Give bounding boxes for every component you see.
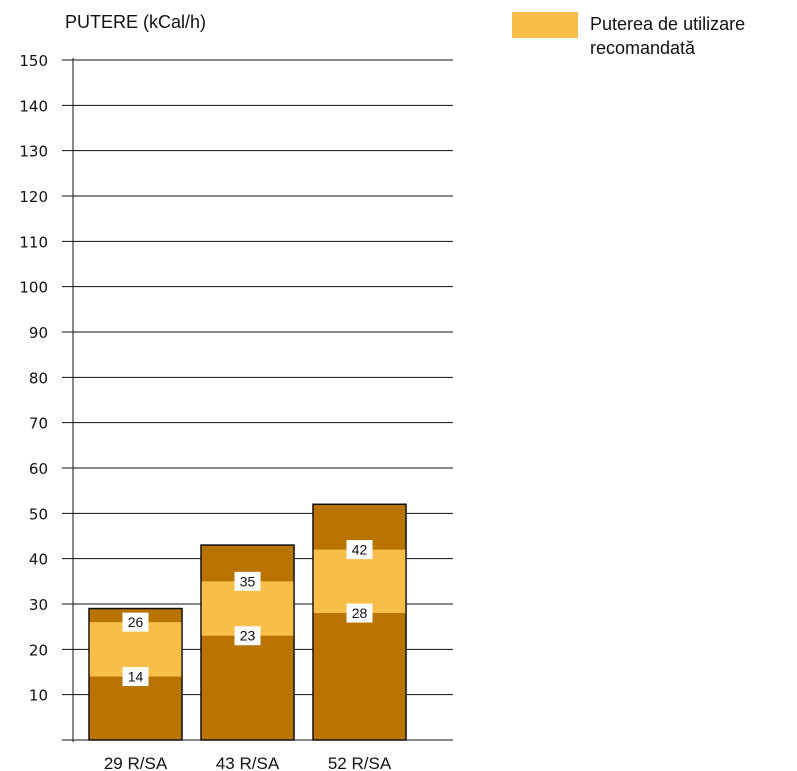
y-tick-label-70: 70 [29,415,48,433]
data-label-box-high-0 [122,612,149,632]
y-tick-label-110: 110 [19,233,48,251]
data-label-low-0: 14 [128,669,144,685]
data-label-box-low-2 [346,603,373,623]
y-tick-label-140: 140 [19,97,48,115]
y-axis-title: PUTERE (kCal/h) [65,12,207,32]
data-label-low-2: 28 [352,605,368,621]
y-tick-label-120: 120 [19,188,48,206]
data-label-box-high-2 [346,540,373,560]
y-tick-label-10: 10 [29,687,48,705]
data-label-high-2: 42 [352,542,368,558]
y-tick-label-130: 130 [19,143,48,161]
x-tick-label-0: 29 R/SA [104,754,168,771]
y-tick-label-40: 40 [29,551,48,569]
x-tick-label-2: 52 R/SA [328,754,392,771]
data-label-box-high-1 [234,571,261,591]
y-tick-label-20: 20 [29,641,48,659]
legend-swatch-recommended [512,12,578,38]
bar-recommended-range-2 [313,549,406,614]
x-tick-label-1: 43 R/SA [216,754,280,771]
y-tick-label-60: 60 [29,460,48,478]
y-tick-label-150: 150 [19,52,48,70]
y-tick-label-50: 50 [29,505,48,523]
y-tick-label-90: 90 [29,324,48,342]
data-label-box-low-1 [234,626,261,646]
data-label-low-1: 23 [240,628,256,644]
data-label-high-1: 35 [240,573,256,589]
y-tick-label-80: 80 [29,369,48,387]
data-label-high-0: 26 [128,614,144,630]
legend-label-recommended: Puterea de utilizare recomandată [590,14,746,58]
y-tick-label-30: 30 [29,596,48,614]
data-label-box-low-0 [122,667,149,687]
y-tick-label-100: 100 [19,279,48,297]
